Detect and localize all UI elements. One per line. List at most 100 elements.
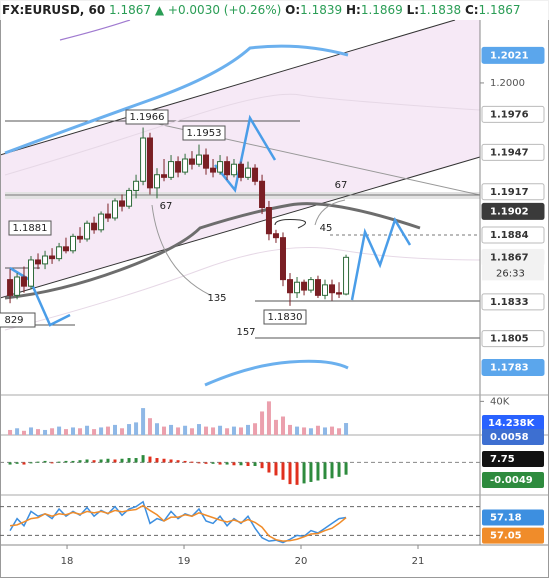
candle-body [237,163,244,178]
candle-body [279,237,286,281]
price-label: 1.2021 [490,50,529,61]
candle-body [62,246,69,252]
macd-bar [274,462,278,476]
macd-bar [225,462,229,465]
macd-bar [120,458,124,463]
band-line [4,93,481,176]
volume-bar [225,428,230,435]
ohlc-value: 1.1839 [300,3,343,17]
macd-bar [22,462,26,465]
macd-bar [78,460,82,463]
ohlc-label: C: [464,3,479,17]
last-price: 1.1867 [109,3,152,17]
indicator-label-box [482,429,544,445]
candle-body [321,284,328,296]
stoch-line [9,504,347,542]
macd-bar [15,462,19,464]
macd-bar [29,462,33,464]
channel-line [0,19,456,156]
price-label-box [481,330,545,348]
volume-bar [183,425,188,435]
candle-body [140,137,147,182]
candle-body [259,180,266,209]
candle-body [294,281,301,294]
ohlc-label: H: [345,3,361,17]
price-label-box [481,105,545,123]
macd-bar [316,462,320,481]
volume-bar [92,429,97,435]
macd-bar [309,462,313,482]
drawing [350,217,412,301]
annotation: 829 [4,315,23,326]
volume-bar [211,427,216,435]
macd-bar [344,462,348,475]
macd-bar [330,462,334,479]
value-label: 14.238K [488,418,536,429]
candle-body [49,255,56,260]
volume-bar [78,428,83,435]
macd-bar [239,462,243,466]
candle-body [307,279,314,291]
volume-bar [15,428,20,435]
candle-body [245,167,252,178]
volume-bar [266,401,271,435]
price-label: 1.1947 [490,147,529,158]
x-tick-label: 21 [412,556,425,567]
volume-bar [273,419,278,435]
drawing [214,114,277,193]
macd-bar [127,458,131,463]
macd-bar [8,462,12,465]
annotation: 157 [236,327,255,338]
symbol: FX:EURUSD, 60 [2,3,106,17]
volume-bar [196,424,201,435]
price-label-box [481,46,545,64]
volume-bar [43,429,48,435]
annotation: 1.1830 [268,312,303,323]
volume-bar [308,428,313,435]
ma-line [204,359,349,387]
x-tick-label: 19 [178,556,191,567]
y-tick-label: 40K [490,396,510,407]
volume-bar [288,424,293,435]
macd-bar [71,460,75,463]
candle-body [272,233,279,239]
volume-bar [99,427,104,435]
macd-bar [134,458,138,463]
volume-bar [330,426,335,435]
volume-bar [162,426,167,435]
candle-body [104,213,111,219]
candle-body [56,246,63,260]
candle-body [42,255,49,265]
macd-bar [218,462,222,465]
candle-body [210,167,217,173]
channel-line [0,156,481,299]
countdown-box [482,265,544,281]
volume-bar [85,425,90,435]
candle-body [84,222,91,240]
volume-bar [147,418,152,435]
candle-body [195,154,202,165]
channel-fill [0,20,480,298]
annotation: 135 [207,293,226,304]
ohlc-value: 1.1867 [478,3,521,17]
x-tick-label: 18 [61,556,74,567]
volume-bar [127,424,132,435]
macd-bar [197,462,201,464]
countdown: 26:33 [496,268,525,279]
macd-bar [232,462,236,466]
volume-bar [154,423,159,435]
annotation: 1.1881 [13,223,48,234]
candle-body [182,158,189,173]
macd-bar [141,455,145,463]
macd-bar [323,462,327,480]
candle-body [203,154,210,169]
volume-bar [260,411,265,435]
volume-bar [120,428,125,435]
macd-bar [148,456,152,463]
y-tick-label: 1.2000 [490,78,525,89]
indicator-label-box [482,451,544,467]
indicator-label: -0.0049 [490,475,533,486]
macd-bar [295,462,299,485]
